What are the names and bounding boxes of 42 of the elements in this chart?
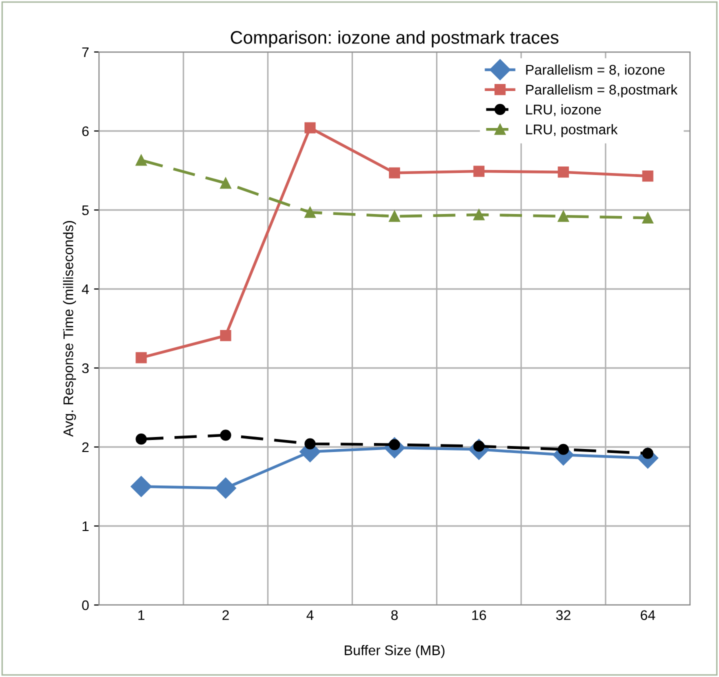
point [215,478,236,499]
point [388,210,400,222]
x-tick-label: 4 [306,610,314,620]
y-tick-label: 7 [82,47,89,58]
y-tick-label: 1 [82,521,89,532]
x-tick-label: 8 [391,610,398,620]
chart-title: Comparison: iozone and postmark traces [230,30,558,48]
point [642,212,654,224]
y-tick-label: 0 [82,600,89,610]
point [136,434,147,445]
x-tick-label: 2 [222,610,229,620]
point [220,178,232,189]
point [388,167,400,178]
point [220,330,232,342]
point [220,430,232,441]
point [642,170,654,182]
point [558,444,569,455]
legend-label: LRU, iozone [526,104,601,116]
x-tick-label: 1 [138,610,144,620]
point [136,352,147,364]
legend-label: LRU, postmark [526,124,618,138]
y-tick-label: 3 [82,363,89,374]
y-tick-label: 4 [82,284,89,294]
point [304,122,316,134]
point [304,206,316,218]
y-tick-label: 5 [82,205,89,216]
y-tick-label: 6 [82,126,89,136]
x-axis-title: Buffer Size (MB) [344,645,444,658]
legend-label: Parallelism = 8, iozone [526,64,665,76]
point [473,209,484,220]
x-tick-label: 64 [640,610,656,620]
y-axis-title: Avg. Response Time (milliseconds) [63,221,76,437]
legend-label: Parallelism = 8,postmark [526,84,678,98]
point [558,166,569,178]
x-tick-label: 32 [556,610,570,620]
point [558,210,569,222]
point [136,154,147,166]
point [304,438,316,450]
point [130,476,152,498]
y-tick-label: 2 [82,442,89,452]
x-tick-label: 16 [472,610,486,620]
point [473,166,484,177]
